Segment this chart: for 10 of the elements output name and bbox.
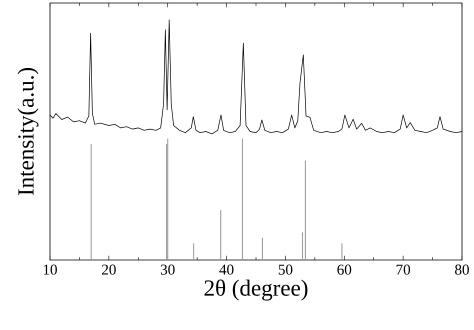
x-tick-label: 40 [219, 264, 234, 275]
y-axis-title: Intensity(a.u.) [18, 68, 38, 196]
x-tick-label: 80 [455, 264, 469, 275]
x-axis-title: 2θ (degree) [204, 280, 308, 301]
x-tick-label: 70 [396, 264, 410, 275]
x-tick-label: 30 [160, 264, 175, 275]
x-tick-label: 20 [102, 264, 116, 275]
x-tick-label: 60 [337, 264, 352, 275]
x-tick-label: 50 [278, 264, 292, 275]
x-tick-label: 10 [44, 264, 57, 275]
